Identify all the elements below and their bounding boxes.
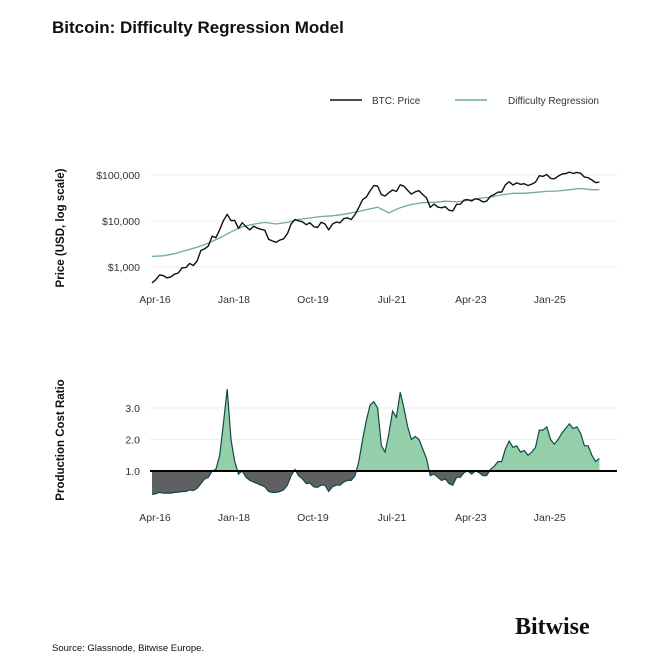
top-x-tick-label: Jan-25 bbox=[534, 294, 566, 306]
legend-label-price: BTC: Price bbox=[372, 96, 421, 107]
bottom-y-tick-label: 3.0 bbox=[125, 403, 140, 415]
chart-title: Bitcoin: Difficulty Regression Model bbox=[52, 18, 344, 37]
top-x-tick-label: Apr-23 bbox=[455, 294, 487, 306]
top-x-tick-label: Jul-21 bbox=[378, 294, 407, 306]
ratio-area-below bbox=[152, 471, 600, 495]
bottom-y-tick-label: 1.0 bbox=[125, 466, 140, 478]
bottom-x-tick-label: Jul-21 bbox=[378, 512, 407, 524]
bottom-x-tick-label: Oct-19 bbox=[297, 512, 329, 524]
btc-price-line bbox=[151, 171, 600, 284]
top-x-tick-label: Oct-19 bbox=[297, 294, 329, 306]
ratio-line bbox=[151, 389, 600, 496]
ratio-area-above bbox=[152, 389, 600, 471]
top-x-tick-label: Jan-18 bbox=[218, 294, 250, 306]
difficulty-regression-line bbox=[151, 187, 600, 258]
top-x-tick-label: Apr-16 bbox=[139, 294, 171, 306]
bottom-y-tick-label: 2.0 bbox=[125, 435, 140, 447]
top-y-tick-label: $100,000 bbox=[96, 170, 140, 182]
top-y-tick-label: $1,000 bbox=[108, 262, 140, 274]
bitwise-logo: Bitwise bbox=[515, 614, 590, 640]
ratio-chart: 1.0 2.0 3.0 Apr-16 Jan-18 Oct-19 Jul-21 Apr-23 J… bbox=[125, 389, 617, 524]
source-note: Source: Glassnode, Bitwise Europe. bbox=[52, 643, 204, 654]
bottom-y-axis-label: Production Cost Ratio bbox=[55, 379, 67, 500]
top-y-axis-label: Price (USD, log scale) bbox=[55, 168, 67, 287]
bottom-x-tick-label: Apr-16 bbox=[139, 512, 171, 524]
bottom-x-tick-label: Jan-25 bbox=[534, 512, 566, 524]
top-y-tick-label: $10,000 bbox=[102, 216, 140, 228]
legend-label-model: Difficulty Regression bbox=[508, 96, 599, 107]
bottom-x-tick-label: Apr-23 bbox=[455, 512, 487, 524]
price-chart: $1,000 $10,000 $100,000 Apr-16 Jan-18 Oct-19 J… bbox=[96, 170, 617, 306]
bottom-x-tick-label: Jan-18 bbox=[218, 512, 250, 524]
legend: BTC: Price Difficulty Regression bbox=[330, 96, 599, 107]
